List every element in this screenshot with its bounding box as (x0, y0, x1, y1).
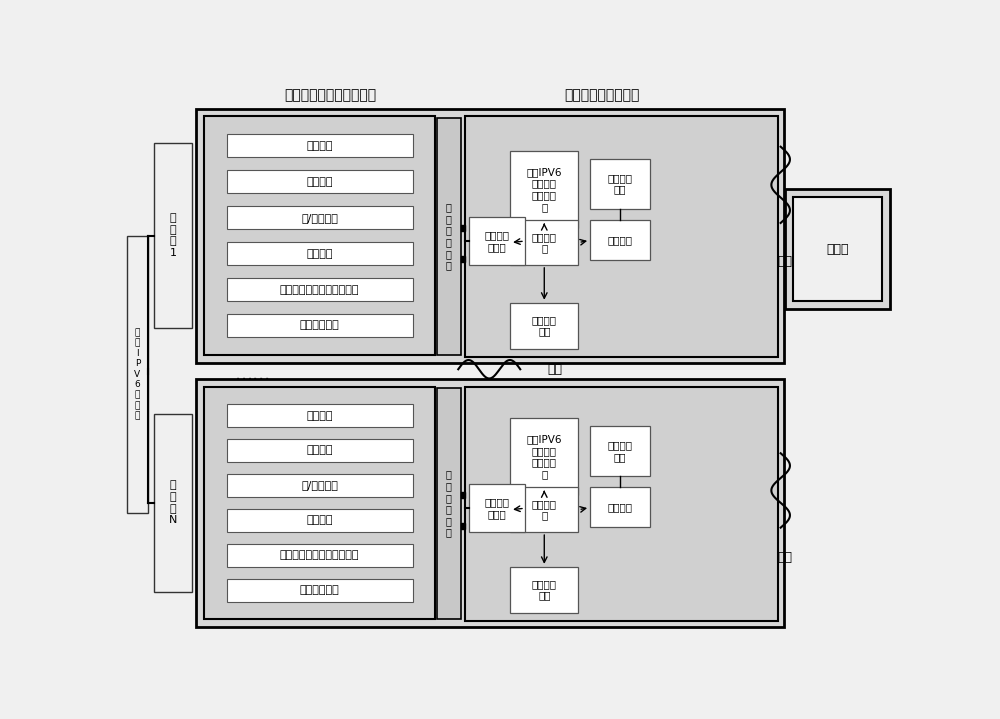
Bar (785, 190, 890, 308)
Text: 存储单元: 存储单元 (608, 235, 633, 245)
Text: 合/分闸单元: 合/分闸单元 (301, 213, 338, 223)
Text: 存储单元: 存储单元 (608, 503, 633, 513)
Text: 灭弧单元: 灭弧单元 (306, 249, 333, 259)
Bar (590, 220, 650, 260)
Bar (510, 151, 578, 228)
Text: 灭弧单元: 灭弧单元 (306, 516, 333, 526)
Text: 断
路
器
N: 断 路 器 N (169, 480, 177, 526)
Bar (461, 523, 465, 529)
Text: 微处理系
统: 微处理系 统 (532, 232, 557, 253)
Bar (227, 544, 413, 567)
Bar (154, 413, 192, 592)
Bar (510, 567, 578, 613)
Bar (590, 159, 650, 209)
Bar (437, 388, 461, 619)
Text: 液晶显示单元: 液晶显示单元 (300, 321, 339, 331)
Text: 输出显示
单元: 输出显示 单元 (532, 315, 557, 336)
Text: 电源电路
单元: 电源电路 单元 (608, 440, 633, 462)
Text: 电
磁
驱
动
系
统: 电 磁 驱 动 系 统 (446, 470, 452, 538)
Bar (461, 225, 465, 231)
Bar (590, 426, 650, 476)
Text: 脱扣单元: 脱扣单元 (306, 177, 333, 187)
Bar (227, 170, 413, 193)
Text: 手动单元: 手动单元 (306, 411, 333, 421)
Bar (127, 236, 148, 513)
Text: 无线: 无线 (548, 363, 563, 376)
Text: 监控室: 监控室 (826, 242, 849, 256)
Bar (510, 487, 578, 532)
Text: 脱扣单元: 脱扣单元 (306, 446, 333, 456)
Bar (204, 387, 435, 619)
Bar (461, 492, 465, 498)
Bar (510, 303, 578, 349)
Bar (469, 217, 525, 265)
Text: 输出显示
单元: 输出显示 单元 (532, 579, 557, 600)
Text: 基
于
I
P
V
6
自
组
网: 基 于 I P V 6 自 组 网 (134, 328, 140, 421)
Text: 无线: 无线 (778, 255, 793, 267)
Bar (465, 387, 778, 620)
Bar (227, 579, 413, 602)
Bar (227, 314, 413, 337)
Bar (196, 109, 784, 362)
Bar (227, 474, 413, 497)
Bar (227, 439, 413, 462)
Bar (510, 418, 578, 495)
Bar (227, 134, 413, 157)
Bar (469, 485, 525, 532)
Text: 电源电路
单元: 电源电路 单元 (608, 173, 633, 194)
Text: ……: …… (235, 366, 271, 384)
Bar (196, 379, 784, 627)
Text: 无线: 无线 (778, 551, 793, 564)
Bar (590, 487, 650, 528)
Bar (793, 197, 882, 301)
Text: 智能断路器主体结构单元: 智能断路器主体结构单元 (284, 88, 376, 102)
Bar (461, 256, 465, 262)
Bar (204, 116, 435, 355)
Bar (510, 220, 578, 265)
Text: 三相电路电压电流检测单元: 三相电路电压电流检测单元 (280, 550, 359, 560)
Text: 液晶显示单元: 液晶显示单元 (300, 585, 339, 595)
Text: 手动单元: 手动单元 (306, 141, 333, 151)
Text: 电
磁
驱
动
系
统: 电 磁 驱 动 系 统 (446, 203, 452, 270)
Bar (437, 118, 461, 355)
Bar (465, 116, 778, 357)
Text: 三相电路电压电流检测单元: 三相电路电压电流检测单元 (280, 285, 359, 295)
Text: 智能脱扣
器单元: 智能脱扣 器单元 (484, 498, 510, 519)
Bar (227, 404, 413, 427)
Text: 智能断路器控制单元: 智能断路器控制单元 (564, 88, 639, 102)
Text: 合/分闸单元: 合/分闸单元 (301, 480, 338, 490)
Bar (154, 143, 192, 328)
Bar (227, 278, 413, 301)
Bar (227, 206, 413, 229)
Text: 微处理系
统: 微处理系 统 (532, 499, 557, 521)
Text: 基于IPV6
自组网无
线通信模
块: 基于IPV6 自组网无 线通信模 块 (527, 434, 562, 479)
Bar (227, 242, 413, 265)
Bar (227, 509, 413, 532)
Text: 智能脱扣
器单元: 智能脱扣 器单元 (484, 230, 510, 252)
Text: 基于IPV6
自组网无
线通信模
块: 基于IPV6 自组网无 线通信模 块 (527, 167, 562, 212)
Text: 断
路
器
1: 断 路 器 1 (170, 214, 177, 258)
